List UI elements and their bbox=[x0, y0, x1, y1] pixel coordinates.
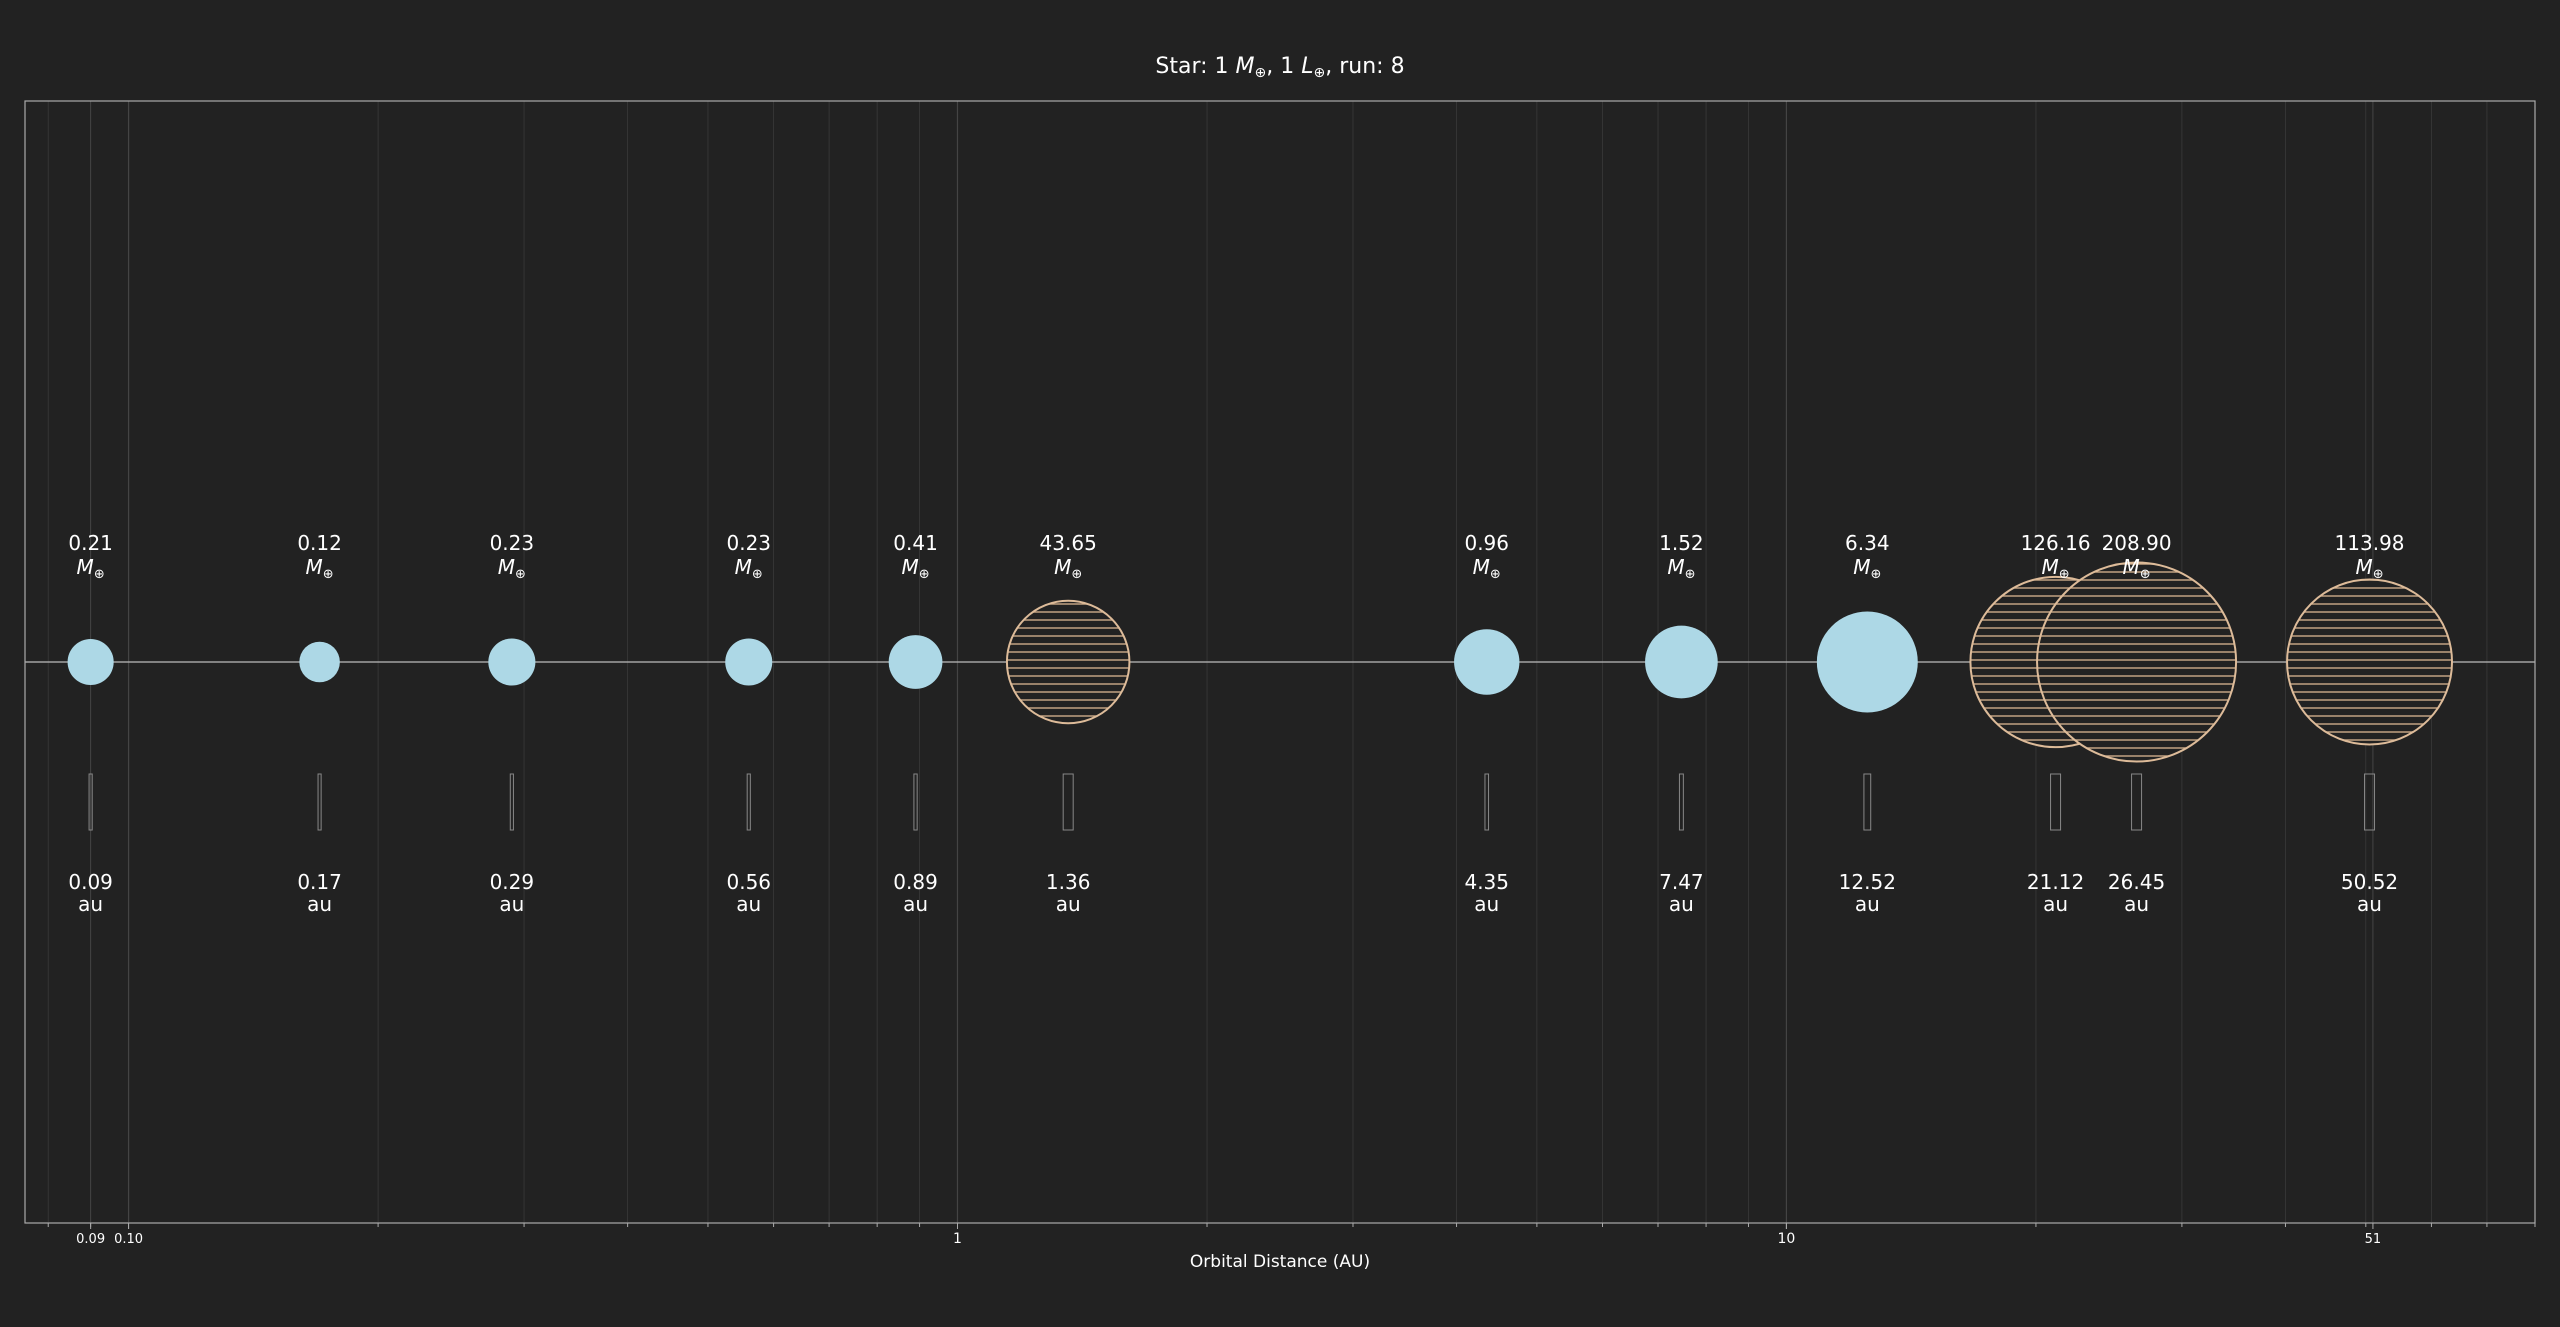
x-axis-label: Orbital Distance (AU) bbox=[1190, 1252, 1370, 1272]
mass-label: 113.98 bbox=[2335, 531, 2405, 555]
mass-label: 1.52 bbox=[1659, 531, 1704, 555]
rocky-planet-circle bbox=[725, 638, 773, 686]
mass-unit-label: M⊕ bbox=[2041, 555, 2069, 582]
mass-label: 0.96 bbox=[1464, 531, 1509, 555]
distance-label: 21.12 bbox=[2027, 870, 2084, 894]
x-tick-label: 0.09 bbox=[76, 1232, 105, 1247]
orbit-range-bar bbox=[88, 773, 93, 831]
chart-title: Star: 1 M⊕, 1 L⊕, run: 8 bbox=[1155, 54, 1404, 81]
distance-unit-label: au bbox=[1669, 892, 1694, 916]
distance-unit-label: au bbox=[2043, 892, 2068, 916]
giant-planet-circle bbox=[1005, 599, 1131, 725]
distance-label: 0.17 bbox=[297, 870, 342, 894]
distance-label: 0.29 bbox=[490, 870, 535, 894]
mass-label: 0.12 bbox=[297, 531, 342, 555]
mass-unit-label: M⊕ bbox=[2355, 555, 2383, 582]
distance-unit-label: au bbox=[2124, 892, 2149, 916]
rocky-planet-circle bbox=[1645, 625, 1718, 699]
rocky-planet-circle bbox=[488, 638, 536, 686]
distance-label: 7.47 bbox=[1659, 870, 1704, 894]
rocky-planet-circle bbox=[67, 638, 114, 686]
planets: 0.21M⊕0.09au0.12M⊕0.17au0.23M⊕0.29au0.23… bbox=[67, 531, 2454, 916]
mass-unit-label: M⊕ bbox=[1054, 555, 1082, 582]
mass-unit-label: M⊕ bbox=[735, 555, 763, 582]
x-tick-label: 0.10 bbox=[114, 1232, 143, 1247]
distance-label: 0.56 bbox=[726, 870, 771, 894]
distance-unit-label: au bbox=[78, 892, 103, 916]
distance-unit-label: au bbox=[1474, 892, 1499, 916]
rocky-planet-circle bbox=[1454, 629, 1520, 695]
distance-unit-label: au bbox=[1855, 892, 1880, 916]
orbit-range-bar bbox=[1863, 773, 1872, 831]
distance-unit-label: au bbox=[903, 892, 928, 916]
mass-label: 0.23 bbox=[490, 531, 535, 555]
mass-label: 126.16 bbox=[2021, 531, 2091, 555]
mass-unit-label: M⊕ bbox=[1473, 555, 1501, 582]
rocky-planet-circle bbox=[299, 641, 340, 683]
mass-unit-label: M⊕ bbox=[77, 555, 105, 582]
x-axis-ticks: 0.09 0.10 1 10 51 bbox=[47, 1223, 2536, 1247]
rocky-planet-circle bbox=[1816, 611, 1918, 713]
distance-unit-label: au bbox=[307, 892, 332, 916]
orbit-range-bar bbox=[746, 773, 751, 831]
orbit-range-bar bbox=[2050, 773, 2062, 831]
distance-unit-label: au bbox=[2357, 892, 2382, 916]
mass-label: 0.23 bbox=[726, 531, 771, 555]
orbit-range-bar bbox=[1678, 773, 1684, 831]
x-tick-label: 1 bbox=[953, 1231, 962, 1247]
mass-label: 0.21 bbox=[68, 531, 113, 555]
rocky-planet-circle bbox=[888, 635, 943, 689]
x-tick-label: 10 bbox=[1777, 1231, 1795, 1247]
mass-label: 0.41 bbox=[893, 531, 938, 555]
x-tick-label: 51 bbox=[2365, 1232, 2382, 1247]
distance-label: 26.45 bbox=[2108, 870, 2165, 894]
orbit-range-bar bbox=[913, 773, 918, 831]
mass-unit-label: M⊕ bbox=[901, 555, 929, 582]
mass-unit-label: M⊕ bbox=[2122, 555, 2150, 582]
mass-unit-label: M⊕ bbox=[1853, 555, 1881, 582]
distance-label: 0.89 bbox=[893, 870, 938, 894]
distance-label: 0.09 bbox=[68, 870, 113, 894]
mass-unit-label: M⊕ bbox=[1667, 555, 1695, 582]
mass-unit-label: M⊕ bbox=[498, 555, 526, 582]
axes-frame bbox=[24, 100, 2536, 1224]
distance-unit-label: au bbox=[499, 892, 524, 916]
distance-unit-label: au bbox=[1056, 892, 1081, 916]
mass-label: 6.34 bbox=[1845, 531, 1890, 555]
orbit-range-bar bbox=[1484, 773, 1490, 831]
orbit-range-bar bbox=[317, 773, 322, 831]
orbit-range-bar bbox=[1062, 773, 1074, 831]
mass-label: 208.90 bbox=[2102, 531, 2172, 555]
distance-label: 50.52 bbox=[2341, 870, 2398, 894]
giant-planet-circle bbox=[2286, 578, 2454, 746]
giant-planet-circle bbox=[2036, 561, 2238, 763]
orbit-range-bar bbox=[509, 773, 514, 831]
mass-label: 43.65 bbox=[1040, 531, 1097, 555]
mass-unit-label: M⊕ bbox=[306, 555, 334, 582]
distance-unit-label: au bbox=[736, 892, 761, 916]
distance-label: 12.52 bbox=[1839, 870, 1896, 894]
orbit-range-bar bbox=[2131, 773, 2143, 831]
distance-label: 4.35 bbox=[1464, 870, 1509, 894]
orbit-range-bar bbox=[2364, 773, 2376, 831]
distance-label: 1.36 bbox=[1046, 870, 1091, 894]
